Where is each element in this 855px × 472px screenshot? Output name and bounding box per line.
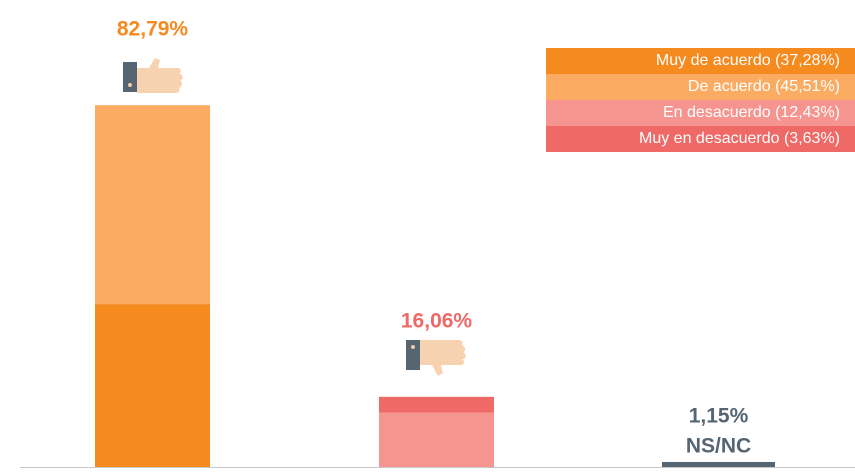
legend-label: De acuerdo (45,51%) (688, 78, 840, 95)
legend-swatch (546, 100, 855, 126)
thumbs-up-icon (123, 58, 183, 93)
bar-segment (379, 396, 494, 413)
thumbs-down-icon (406, 340, 466, 376)
legend-swatch (546, 74, 855, 100)
total-label: 82,79% (117, 18, 189, 41)
bar-segment (95, 304, 210, 467)
total-label: 1,15% (689, 405, 749, 428)
legend-label: Muy en desacuerdo (3,63%) (639, 130, 840, 147)
legend-swatch (546, 48, 855, 74)
total-label: 16,06% (401, 310, 473, 333)
legend-swatch (546, 126, 855, 152)
legend-label: En desacuerdo (12,43%) (663, 104, 840, 121)
bar-segment (95, 105, 210, 305)
category-label: NS/NC (686, 435, 751, 458)
bar-segment (379, 412, 494, 467)
legend-label: Muy de acuerdo (37,28%) (656, 52, 840, 69)
bar-segment (662, 461, 775, 467)
